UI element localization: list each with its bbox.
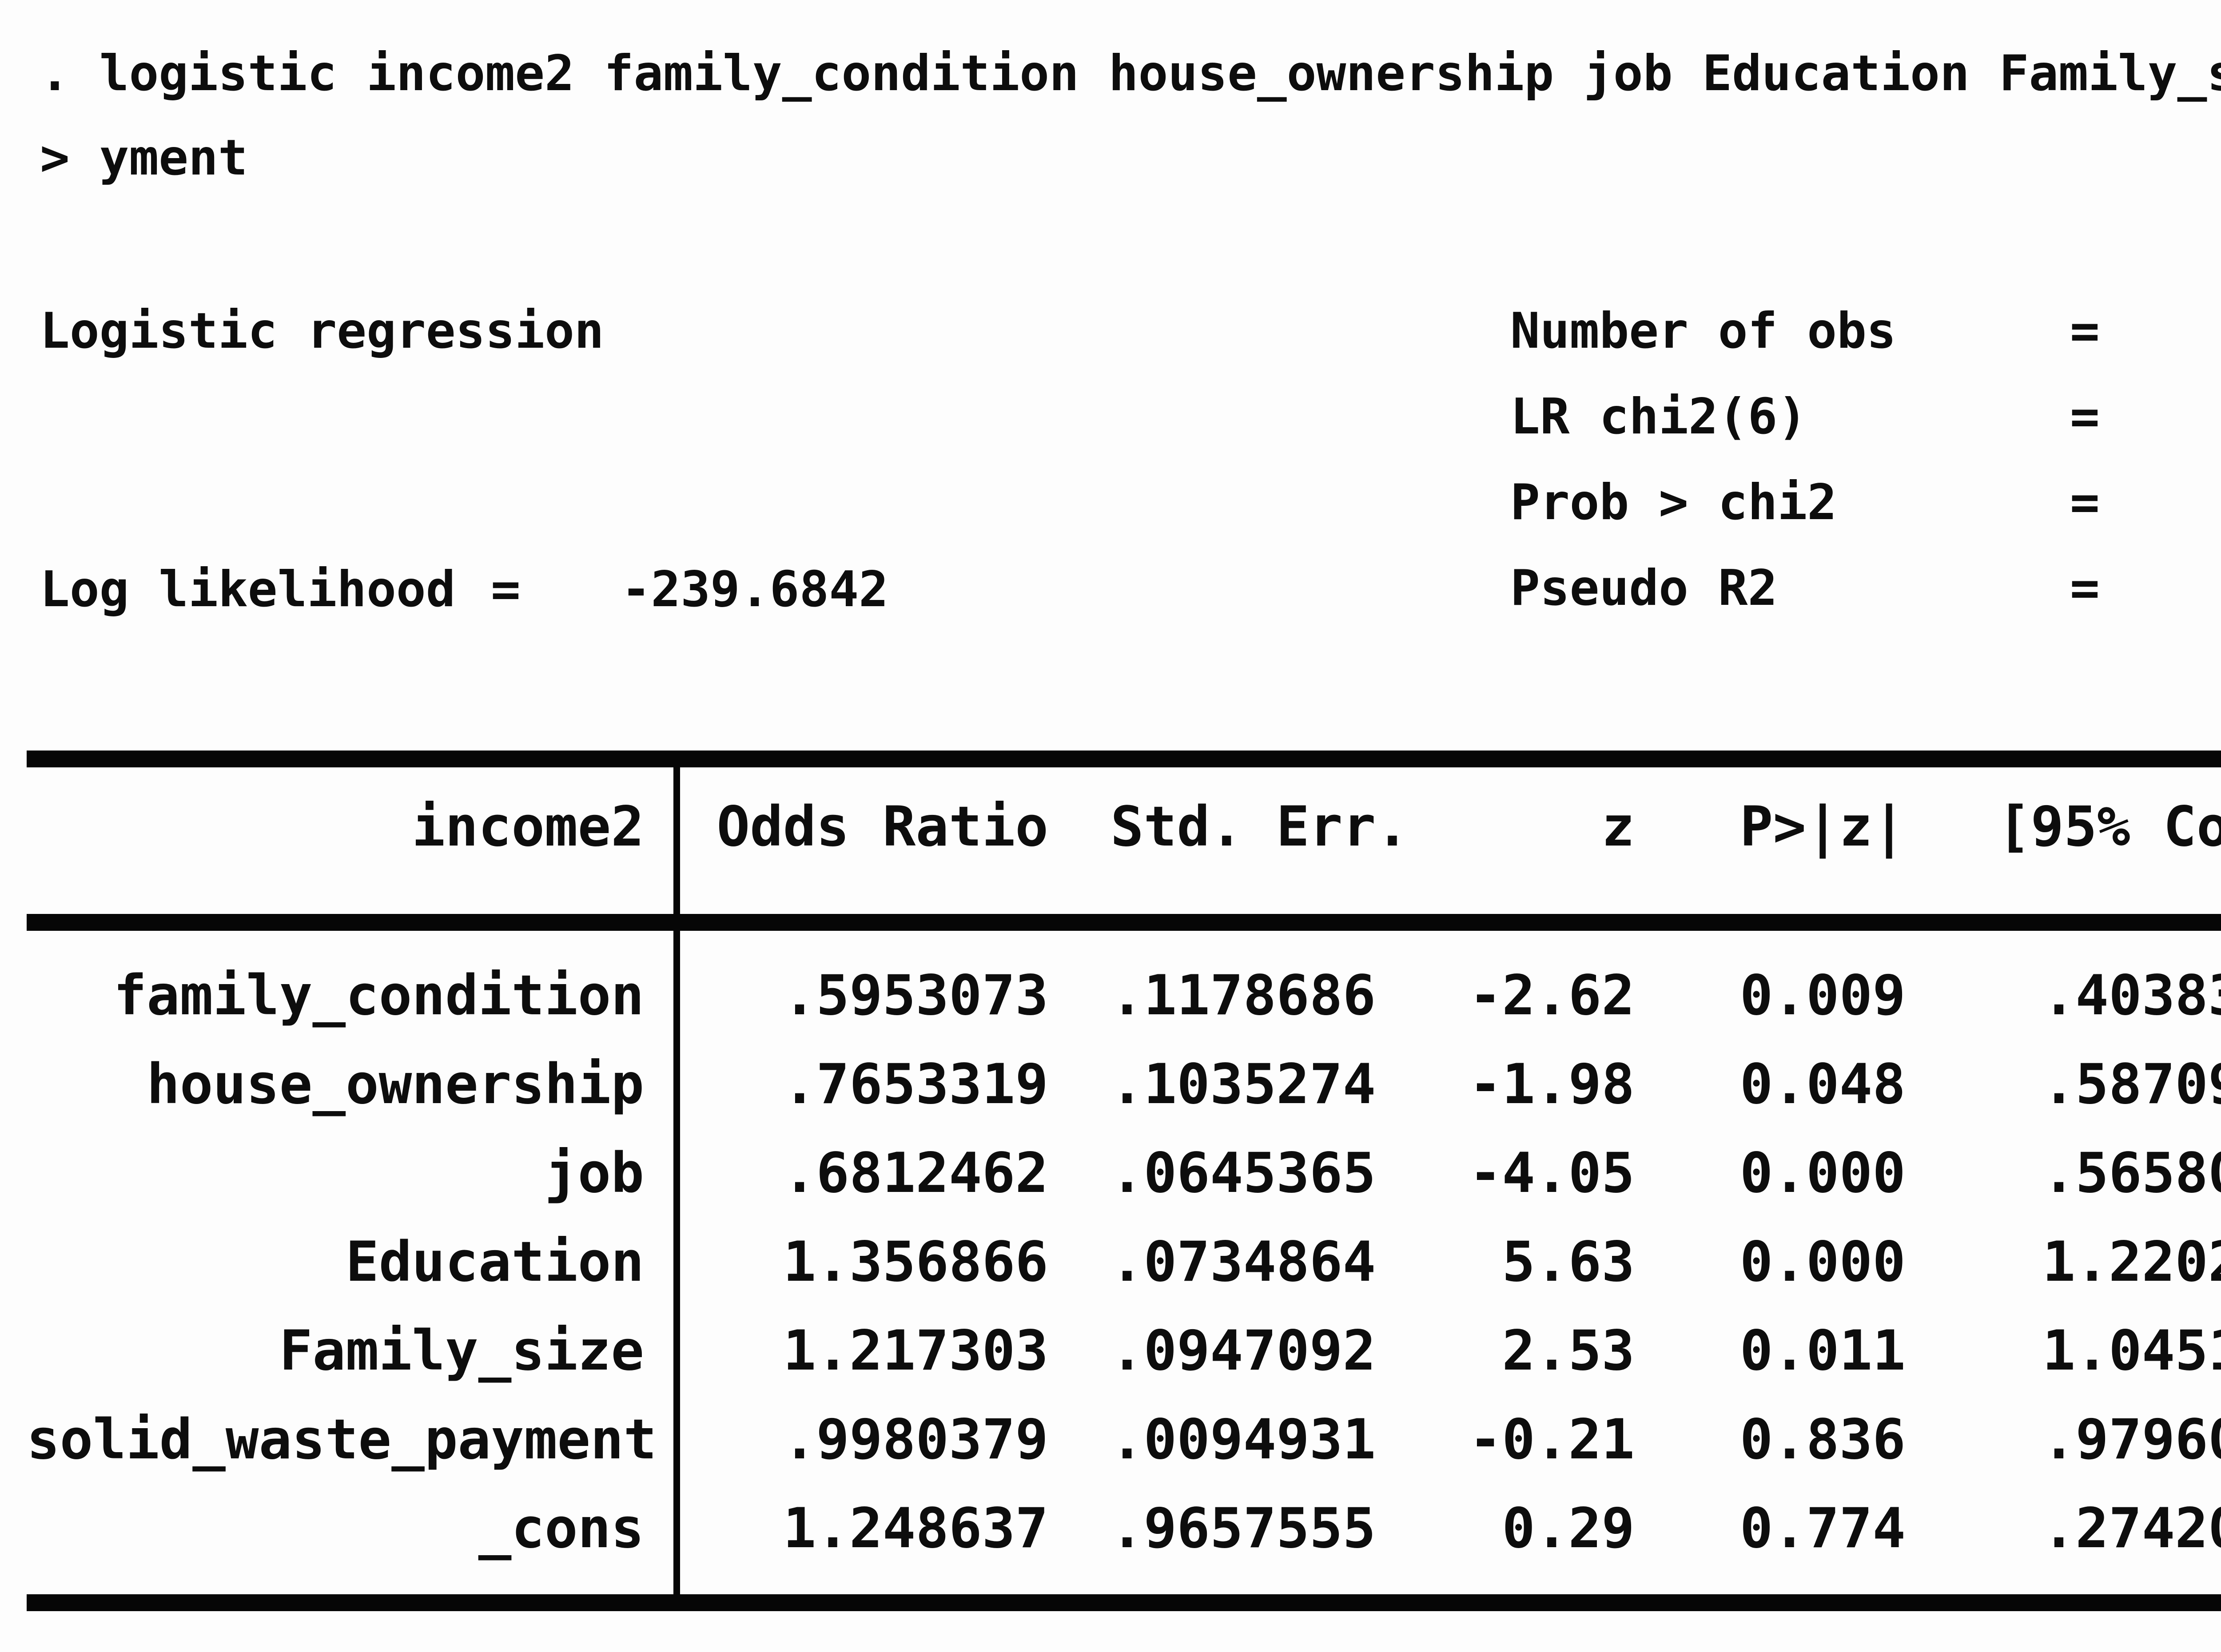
table-vertical-rule <box>673 751 680 1611</box>
cell-std-err: .0094931 <box>1110 1408 1376 1472</box>
cell-variable: family_condition <box>113 964 644 1028</box>
cell-ci-low: .2742055 <box>2042 1497 2221 1561</box>
cell-ci-low: 1.220216 <box>2042 1230 2221 1294</box>
cell-p-value: 0.000 <box>1739 1230 1906 1294</box>
model-title: Logistic regression <box>40 302 604 360</box>
cell-std-err: .9657555 <box>1110 1497 1376 1561</box>
log-likelihood-label: Log likelihood <box>40 561 456 618</box>
cell-z: -0.21 <box>1469 1408 1635 1472</box>
cell-variable: job <box>545 1141 644 1205</box>
cell-odds-ratio: .5953073 <box>783 964 1048 1028</box>
cell-ci-low: .9796042 <box>2042 1408 2221 1472</box>
table-row: job .6812462 .0645365 -4.05 0.000 .56580… <box>0 1146 2221 1208</box>
cell-odds-ratio: .6812462 <box>783 1141 1048 1205</box>
z-header: z <box>1601 795 1635 859</box>
cell-variable: solid_waste_payment <box>27 1408 657 1472</box>
stat-value: 72.13 <box>2177 392 2221 441</box>
std-err-header: Std. Err. <box>1110 795 1409 859</box>
cell-variable: Family_size <box>279 1319 644 1383</box>
cell-z: 2.53 <box>1502 1319 1635 1383</box>
cell-z: 5.63 <box>1502 1230 1635 1294</box>
cell-p-value: 0.048 <box>1739 1052 1906 1116</box>
cell-odds-ratio: .9980379 <box>783 1408 1048 1472</box>
command-line: . logistic income2 family_condition hous… <box>40 45 2221 102</box>
cell-odds-ratio: 1.248637 <box>783 1497 1048 1561</box>
table-row: solid_waste_payment .9980379 .0094931 -0… <box>0 1412 2221 1474</box>
stat-label: LR chi2(6) <box>1510 388 1807 445</box>
table-header-row: income2 Odds Ratio Std. Err. z P>|z| [95… <box>0 799 2221 862</box>
cell-z: -4.05 <box>1469 1141 1635 1205</box>
equals-sign: = <box>491 561 521 618</box>
cell-z: -1.98 <box>1469 1052 1635 1116</box>
cell-std-err: .1035274 <box>1110 1052 1376 1116</box>
stat-label: Number of obs <box>1510 302 1896 360</box>
cell-odds-ratio: 1.356866 <box>783 1230 1048 1294</box>
table-header-rule <box>27 914 2221 931</box>
cell-std-err: .0734864 <box>1110 1230 1376 1294</box>
cell-p-value: 0.836 <box>1739 1408 1906 1472</box>
equals-sign: = <box>2070 388 2100 445</box>
cell-ci-low: .4038374 <box>2042 964 2221 1028</box>
cell-ci-low: .5658055 <box>2042 1141 2221 1205</box>
cell-odds-ratio: .7653319 <box>783 1052 1048 1116</box>
table-row: Education 1.356866 .0734864 5.63 0.000 1… <box>0 1235 2221 1297</box>
cell-odds-ratio: 1.217303 <box>783 1319 1048 1383</box>
table-bottom-rule <box>27 1594 2221 1611</box>
table-top-rule <box>27 751 2221 767</box>
stat-label: Prob > chi2 <box>1510 474 1837 531</box>
table-row: family_condition .5953073 .1178686 -2.62… <box>0 968 2221 1030</box>
stat-value: 398 <box>2177 306 2221 356</box>
table-row: Family_size 1.217303 .0947092 2.53 0.011… <box>0 1323 2221 1386</box>
equals-sign: = <box>2070 474 2100 531</box>
table-row: house_ownership .7653319 .1035274 -1.98 … <box>0 1057 2221 1119</box>
cell-p-value: 0.774 <box>1739 1497 1906 1561</box>
cell-ci-low: .5870927 <box>2042 1052 2221 1116</box>
equals-sign: = <box>2070 560 2100 617</box>
cell-p-value: 0.009 <box>1739 964 1906 1028</box>
stat-value: 0.0000 <box>2177 478 2221 527</box>
equals-sign: = <box>2070 302 2100 360</box>
cell-z: 0.29 <box>1502 1497 1635 1561</box>
stat-value: 0.1308 <box>2177 564 2221 613</box>
cell-variable: _cons <box>478 1497 644 1561</box>
cell-ci-low: 1.045137 <box>2042 1319 2221 1383</box>
cell-p-value: 0.011 <box>1739 1319 1906 1383</box>
stat-label: Pseudo R2 <box>1510 560 1778 617</box>
cell-std-err: .1178686 <box>1110 964 1376 1028</box>
p-value-header: P>|z| <box>1739 795 1906 859</box>
cell-z: -2.62 <box>1469 964 1635 1028</box>
odds-ratio-header: Odds Ratio <box>716 795 1048 859</box>
log-likelihood-value: -239.6842 <box>621 561 888 618</box>
cell-p-value: 0.000 <box>1739 1141 1906 1205</box>
command-continuation-line: > yment <box>40 129 248 187</box>
table-row: _cons 1.248637 .9657555 0.29 0.774 .2742… <box>0 1501 2221 1563</box>
cell-variable: house_ownership <box>147 1052 644 1116</box>
cell-std-err: .0947092 <box>1110 1319 1376 1383</box>
cell-variable: Education <box>346 1230 644 1294</box>
conf-interval-header: [95% Conf. Interval] <box>1997 795 2221 859</box>
cell-std-err: .0645365 <box>1110 1141 1376 1205</box>
dep-var-header: income2 <box>412 795 644 859</box>
